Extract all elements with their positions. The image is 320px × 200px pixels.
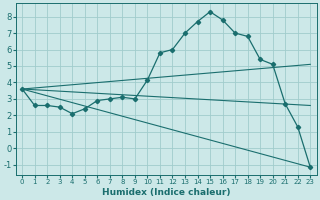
X-axis label: Humidex (Indice chaleur): Humidex (Indice chaleur) bbox=[102, 188, 230, 197]
